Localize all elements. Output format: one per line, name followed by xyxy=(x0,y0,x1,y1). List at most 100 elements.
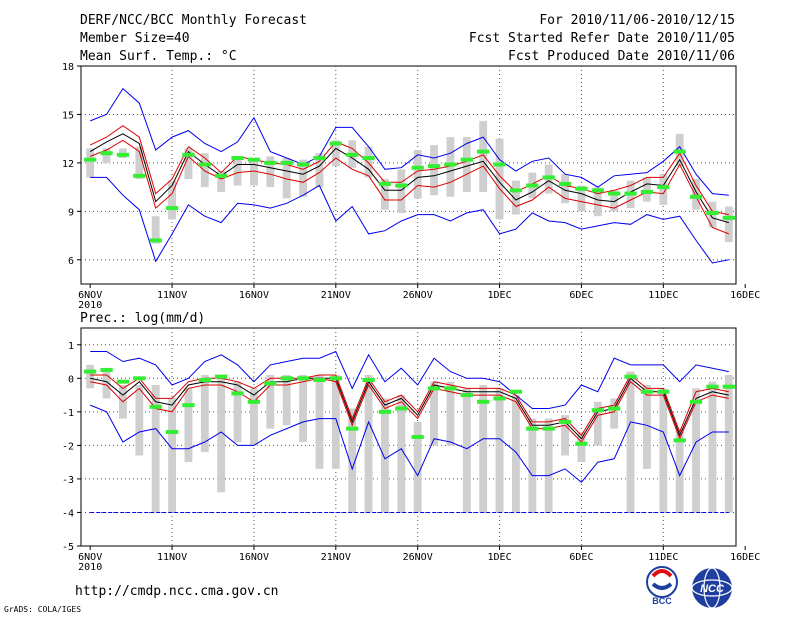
member-size: Member Size=40 xyxy=(80,31,190,46)
prec-y-tick-label: 0 xyxy=(68,374,74,385)
temp-ensemble-mean-mark xyxy=(444,162,457,167)
prec-ensemble-mean-mark xyxy=(509,389,523,394)
temp-ensemble-mean-mark xyxy=(558,181,572,186)
temp-spread-box xyxy=(102,148,111,163)
temp-ensemble-mean-mark xyxy=(100,151,113,156)
prec-ensemble-mean-mark xyxy=(329,376,342,381)
prec-ensemble-mean-mark xyxy=(395,406,408,411)
prec-spread-box xyxy=(643,385,651,469)
prec-spread-box xyxy=(659,388,668,513)
temp-variable-label: Mean Surf. Temp.: °C xyxy=(80,49,237,64)
temp-spread-box xyxy=(577,185,586,212)
prec-ensemble-mean-mark xyxy=(165,429,179,434)
prec-ensemble-mean-mark xyxy=(280,376,293,381)
precip-variable-label: Prec.: log(mm/d) xyxy=(80,311,205,326)
temp-spread-box xyxy=(151,216,160,244)
prec-y-tick-label: -2 xyxy=(62,441,74,452)
temp-ensemble-mean-mark xyxy=(362,156,375,161)
prec-x-year-label: 2010 xyxy=(78,562,102,573)
prec-spread-box xyxy=(446,381,455,446)
temp-spread-box xyxy=(381,179,389,210)
temp-spread-box xyxy=(200,153,209,188)
temp-ensemble-mean-mark xyxy=(411,165,424,170)
prec-y-tick-label: -4 xyxy=(62,508,74,519)
prec-spread-box xyxy=(86,364,95,389)
temp-lower-outer-line xyxy=(90,176,729,264)
source-url[interactable]: http://cmdp.ncc.cma.gov.cn xyxy=(75,584,279,599)
prec-spread-box xyxy=(495,388,504,513)
temp-ensemble-mean-mark xyxy=(231,156,244,161)
prec-spread-box xyxy=(151,385,160,513)
temp-spread-box xyxy=(135,146,144,180)
prec-ensemble-mean-mark xyxy=(575,441,588,446)
temp-ensemble-mean-mark xyxy=(296,162,310,167)
prec-x-tick-label: 6DEC xyxy=(569,552,593,563)
prec-spread-box xyxy=(266,374,275,429)
prec-spread-box xyxy=(233,381,242,443)
temp-ensemble-mean-mark xyxy=(526,183,539,188)
prec-x-tick-label: 21NOV xyxy=(321,552,351,563)
temp-ensemble-mean-mark xyxy=(706,210,719,215)
prec-ensemble-mean-mark xyxy=(411,435,424,439)
temp-spread-box xyxy=(495,138,504,220)
prec-y-tick-label: -1 xyxy=(62,408,74,419)
temp-x-tick-label: 16DEC xyxy=(730,290,760,301)
prec-ensemble-mean-mark xyxy=(116,379,130,384)
prec-x-tick-label: 26NOV xyxy=(403,552,433,563)
temp-ensemble-mean-mark xyxy=(542,175,555,180)
temp-ensemble-mean-mark xyxy=(198,162,211,167)
prec-ensemble-mean-mark xyxy=(591,408,604,413)
prec-spread-box xyxy=(528,418,537,513)
forecast-period: For 2010/11/06-2010/12/15 xyxy=(539,13,735,28)
temp-spread-box xyxy=(479,120,488,192)
prec-ensemble-mean-mark xyxy=(608,406,621,411)
temp-ensemble-mean-mark xyxy=(591,188,604,193)
temp-spread-box xyxy=(86,148,95,178)
prec-y-tick-label: -5 xyxy=(62,542,74,553)
prec-spread-box xyxy=(479,385,488,513)
prec-ensemble-mean-mark xyxy=(198,377,211,382)
bcc-logo: BCC xyxy=(646,566,678,606)
temp-ensemble-mean-mark xyxy=(427,164,441,169)
forecast-started-date: Fcst Started Refer Date 2010/11/05 xyxy=(469,31,735,46)
temp-ensemble-mean-mark xyxy=(460,157,473,162)
temp-ensemble-mean-mark xyxy=(689,194,703,199)
temp-ensemble-line xyxy=(89,133,729,224)
temp-spread-box xyxy=(217,170,226,192)
temp-ensemble-mean-mark xyxy=(640,189,654,194)
temp-spread-box xyxy=(430,145,438,196)
prec-ensemble-mean-mark xyxy=(657,389,670,394)
temp-ensemble-mean-mark xyxy=(509,188,523,193)
temp-spread-box xyxy=(331,140,340,167)
prec-ensemble-mean-mark xyxy=(378,409,392,414)
temp-spread-box xyxy=(282,158,291,199)
prec-spread-box xyxy=(626,371,635,513)
prec-ensemble-mean-mark xyxy=(722,384,735,389)
prec-x-tick-label: 11DEC xyxy=(648,552,678,563)
prec-spread-box xyxy=(577,431,586,463)
prec-spread-box xyxy=(217,374,226,493)
temp-ensemble-mean-mark xyxy=(608,191,621,196)
temp-x-tick-label: 11DEC xyxy=(648,290,678,301)
temp-ensemble-mean-mark xyxy=(215,173,228,178)
temp-x-tick-label: 6NOV xyxy=(78,290,102,301)
temp-spread-box xyxy=(233,158,242,186)
prec-ensemble-mean-mark xyxy=(84,369,97,374)
temp-spread-box xyxy=(397,169,406,213)
temp-x-tick-label: 11NOV xyxy=(157,290,187,301)
temp-x-tick-label: 21NOV xyxy=(321,290,351,301)
temp-ensemble-mean-mark xyxy=(477,149,490,154)
prec-ensemble-mean-mark xyxy=(346,426,359,431)
prec-spread-box xyxy=(364,374,373,513)
prec-spread-box xyxy=(102,368,111,399)
temp-y-tick-label: 12 xyxy=(62,159,74,170)
temp-spread-box xyxy=(462,137,471,192)
prec-ensemble-mean-mark xyxy=(231,391,244,396)
temp-y-tick-label: 15 xyxy=(62,110,74,121)
prec-ensemble-mean-mark xyxy=(460,393,473,398)
prec-spread-box xyxy=(381,398,389,513)
prec-ensemble-mean-mark xyxy=(444,386,457,391)
temp-ensemble-mean-mark xyxy=(722,215,735,220)
prec-x-tick-label: 1DEC xyxy=(488,552,512,563)
prec-spread-box xyxy=(348,408,357,513)
